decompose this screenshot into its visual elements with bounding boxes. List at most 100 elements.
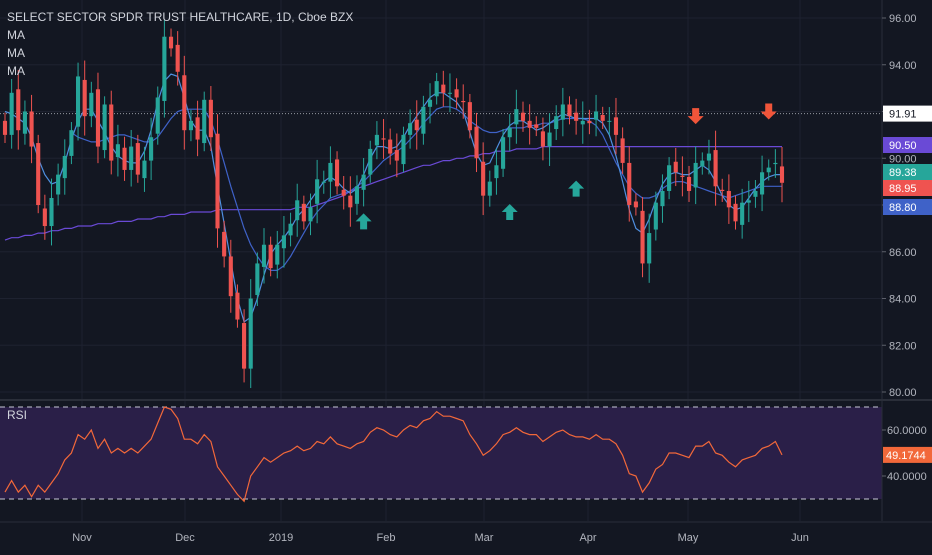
candle-body (514, 109, 519, 125)
candle-body (574, 112, 579, 121)
candle-body (261, 244, 267, 267)
candle-body (235, 292, 240, 320)
candle-body (627, 162, 632, 205)
ma-indicator-1[interactable]: MA (7, 28, 25, 42)
candle-body (653, 202, 658, 230)
candle-body (686, 176, 692, 191)
candle-body (494, 165, 499, 179)
price-tick-label: 80.00 (889, 387, 917, 399)
candle-body (202, 99, 207, 144)
candle-body (149, 137, 154, 161)
candle-body (248, 298, 253, 369)
rsi-tick-label: 40.0000 (887, 471, 927, 483)
candle-body (753, 190, 758, 197)
candle-body (667, 165, 672, 191)
candle-body (633, 201, 638, 208)
rsi-line (4, 406, 783, 503)
candle-body (740, 202, 745, 225)
candle-body (168, 36, 174, 49)
candle-body (647, 233, 652, 264)
time-tick-label: Jun (791, 532, 809, 544)
price-label: 90.50 (889, 140, 917, 152)
candle-body (109, 104, 114, 161)
candle-body (779, 166, 785, 183)
chart-legend: SELECT SECTOR SPDR TRUST HEALTHCARE, 1D,… (7, 8, 353, 80)
price-labels: 91.91 90.50 89.38 88.95 88.80 49.1744 (883, 105, 932, 463)
candle-body (155, 97, 160, 134)
candle-body (554, 116, 559, 130)
candle-body (95, 89, 101, 147)
candle-body (334, 159, 340, 187)
candle-body (69, 130, 74, 156)
candle-body (9, 92, 14, 135)
candle-body (56, 174, 61, 195)
candle-body (567, 104, 572, 117)
candle-body (481, 161, 486, 196)
candle-body (341, 189, 346, 196)
candle-body (328, 162, 333, 182)
price-tick-label: 84.00 (889, 294, 917, 306)
candle-body (129, 146, 134, 170)
candle-body (268, 244, 273, 269)
candle-body (454, 89, 459, 98)
candle-body (487, 181, 492, 196)
rsi-current-label: 49.1744 (886, 450, 926, 462)
rsi-label[interactable]: RSI (7, 408, 28, 422)
candle-body (507, 127, 512, 138)
candle-body (766, 167, 771, 173)
candle-body (295, 200, 300, 221)
candle-body (381, 138, 386, 140)
candle-body (288, 223, 293, 236)
candle-body (580, 120, 585, 125)
candle-body (308, 207, 313, 222)
rsi-tick-label: 60.0000 (887, 425, 927, 437)
candle-body (361, 174, 366, 190)
candle-body (501, 137, 506, 169)
candle-body (434, 81, 439, 97)
signal-markers (355, 103, 777, 230)
down-arrow-icon (687, 108, 704, 125)
candle-body (188, 120, 194, 131)
time-tick-label: Dec (175, 532, 195, 544)
candle-body (16, 89, 21, 131)
ma-indicator-3[interactable]: MA (7, 64, 25, 78)
ma-indicator-2[interactable]: MA (7, 46, 25, 60)
candle-body (368, 148, 373, 175)
candle-body (640, 210, 645, 264)
candle-body (228, 256, 233, 297)
time-tick-label: 2019 (269, 532, 293, 544)
candle-body (275, 244, 280, 265)
candle-body (162, 36, 167, 101)
candle-body (593, 111, 599, 120)
price-label: 88.80 (889, 202, 917, 214)
candle-body (49, 197, 54, 227)
candle-body (135, 143, 140, 175)
candle-body (215, 133, 220, 229)
price-label: 88.95 (889, 183, 917, 195)
price-label-bg (883, 199, 932, 215)
candle-body (374, 134, 379, 146)
candles (2, 20, 785, 389)
time-tick-label: May (678, 532, 699, 544)
candle-body (746, 200, 751, 203)
candle-body (242, 323, 247, 369)
candle-body (447, 92, 453, 94)
rsi-band (0, 406, 882, 500)
candle-body (195, 117, 200, 140)
price-label: 91.91 (889, 109, 917, 121)
moving-averages (4, 73, 782, 323)
candle-body (733, 203, 738, 222)
rsi-line-group (4, 406, 783, 503)
candle-body (527, 120, 532, 128)
time-tick-label: Apr (579, 532, 596, 544)
up-arrow-icon (501, 204, 518, 221)
candle-body (82, 79, 87, 117)
candle-body (720, 189, 725, 191)
candle-body (760, 172, 765, 195)
candle-body (2, 120, 8, 135)
up-arrow-icon (568, 180, 585, 197)
candle-body (222, 231, 227, 257)
candle-body (281, 235, 286, 249)
